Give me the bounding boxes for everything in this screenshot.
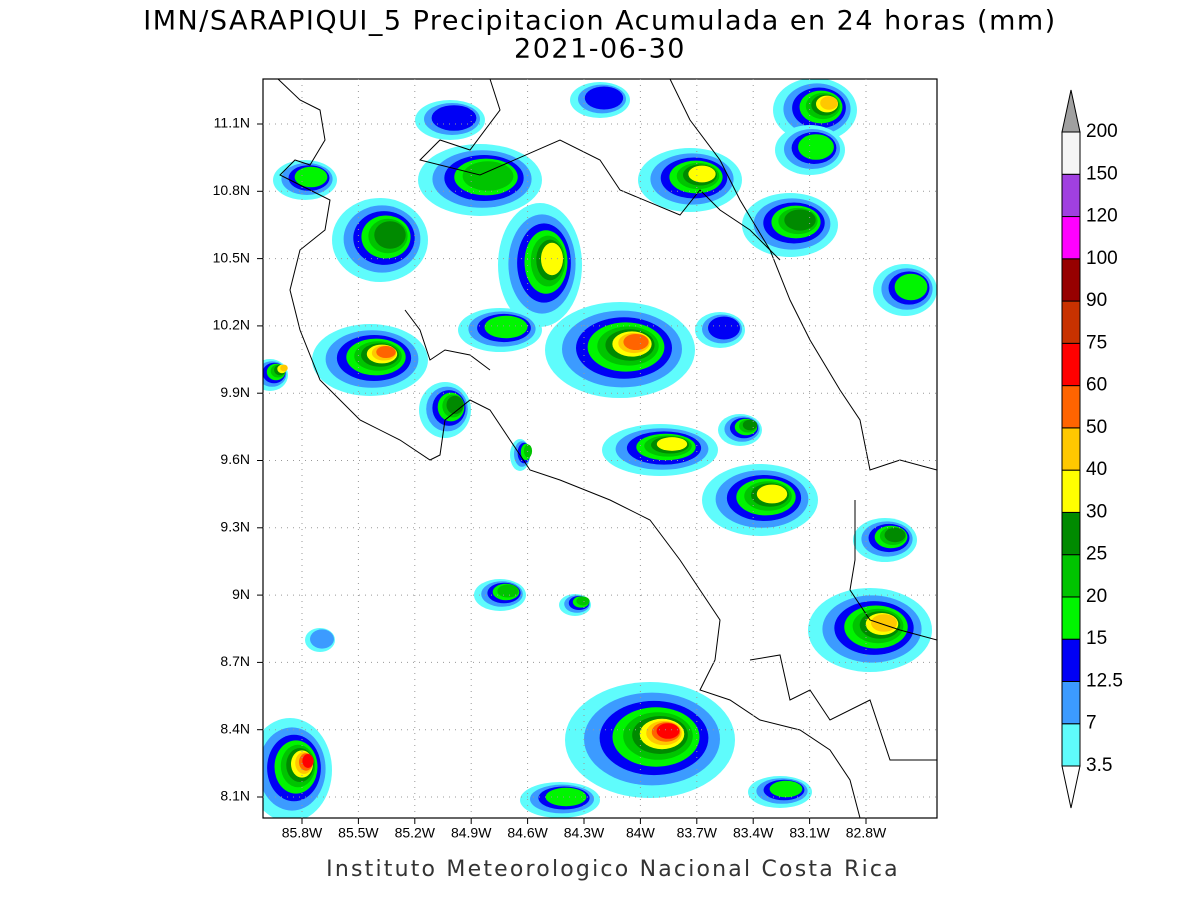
precip-cell	[798, 134, 834, 160]
colorbar-box	[1061, 638, 1081, 682]
lon-label: 84.3W	[564, 825, 605, 841]
precipitation-field	[263, 79, 937, 818]
lat-label: 8.4N	[220, 720, 250, 736]
colorbar-box	[1061, 131, 1081, 175]
lat-label: 10.8N	[213, 182, 250, 198]
map-title: IMN/SARAPIQUI_5 Precipitacion Acumulada …	[143, 6, 1056, 37]
precip-cell	[484, 315, 528, 339]
colorbar-label: 12.5	[1086, 670, 1123, 691]
colorbar-over	[1061, 89, 1081, 133]
map-subtitle: 2021-06-30	[514, 34, 686, 65]
coastlines	[277, 79, 937, 818]
precip-cell	[431, 105, 477, 131]
precip-cell	[742, 419, 758, 431]
colorbar-box	[1061, 385, 1081, 429]
colorbar-label: 20	[1086, 586, 1107, 607]
lat-label: 9.9N	[220, 384, 250, 400]
colorbar-box	[1061, 216, 1081, 260]
colorbar-label: 25	[1086, 544, 1107, 565]
lat-label: 11.1N	[214, 115, 250, 131]
colorbar-box	[1061, 554, 1081, 598]
precip-cell	[446, 395, 464, 415]
footer-credit: Instituto Meteorologico Nacional Costa R…	[326, 857, 900, 882]
precip-cell	[310, 629, 334, 649]
precip-cell	[756, 484, 788, 504]
colorbar-label: 15	[1086, 628, 1107, 649]
precip-cell	[545, 787, 587, 807]
colorbar-box	[1061, 511, 1081, 556]
precip-cell	[870, 614, 898, 632]
precip-cell	[894, 273, 928, 301]
precip-cell	[884, 527, 906, 543]
lon-label: 84.6W	[507, 825, 548, 841]
colorbar-box	[1061, 723, 1081, 767]
lon-label: 82.8W	[846, 825, 887, 841]
lat-label: 8.1N	[220, 788, 250, 804]
precip-cell	[656, 437, 688, 451]
lat-label: 9N	[232, 586, 250, 602]
coastline	[669, 79, 937, 471]
precip-cell	[784, 209, 816, 231]
lon-label: 84.9W	[451, 825, 492, 841]
precip-cell	[497, 584, 519, 598]
border	[419, 79, 781, 261]
precip-cell	[576, 596, 590, 606]
coastline	[404, 309, 491, 371]
lat-label: 8.7N	[220, 653, 250, 669]
colorbar-label: 200	[1086, 121, 1118, 142]
border	[849, 500, 937, 641]
colorbar-label: 60	[1086, 375, 1107, 396]
colorbar-label: 40	[1086, 459, 1107, 480]
lon-label: 84W	[626, 825, 656, 841]
lat-label: 9.6N	[220, 451, 250, 467]
colorbar-label: 7	[1086, 713, 1097, 734]
colorbar-label: 75	[1086, 332, 1107, 353]
colorbar-box	[1061, 342, 1081, 387]
colorbar-label: 120	[1086, 206, 1118, 227]
precip-cell	[280, 364, 288, 372]
colorbar-box	[1061, 258, 1081, 302]
colorbar-box	[1061, 300, 1081, 344]
lon-label: 85.5W	[338, 825, 379, 841]
precip-cell	[374, 221, 406, 249]
lon-label: 83.7W	[677, 825, 718, 841]
precip-cell	[376, 345, 396, 359]
lon-label: 85.2W	[395, 825, 436, 841]
coastline	[749, 654, 937, 761]
lat-label: 9.3N	[220, 519, 250, 535]
map-axes: 11.1N 10.8N 10.5N 10.2N 9.9N 9.6N 9.3N 9N 8.7N 8.…	[213, 79, 937, 841]
lat-label: 10.5N	[213, 249, 250, 265]
colorbar-box	[1061, 680, 1081, 725]
lon-label: 83.4W	[733, 825, 774, 841]
precip-cell	[584, 86, 624, 110]
precip-cell	[294, 166, 328, 188]
map-frame	[262, 78, 938, 819]
colorbar-box	[1061, 596, 1081, 640]
colorbar-under	[1061, 765, 1081, 809]
colorbar-box	[1061, 469, 1081, 513]
colorbar-box	[1061, 173, 1081, 218]
precip-cell	[302, 754, 314, 768]
lat-label: 10.2N	[213, 317, 250, 333]
colorbar-label: 3.5	[1086, 755, 1112, 776]
precip-cell	[688, 165, 716, 183]
coastline	[277, 79, 861, 818]
colorbar-label: 150	[1086, 163, 1118, 184]
colorbar-label: 100	[1086, 248, 1118, 269]
precip-cell	[769, 780, 803, 798]
precip-cell	[623, 333, 649, 351]
precip-cell	[462, 161, 514, 191]
lon-label: 83.1W	[789, 825, 830, 841]
colorbar-box	[1061, 427, 1081, 471]
lon-label: 85.8W	[282, 825, 323, 841]
colorbar-label: 50	[1086, 417, 1107, 438]
precip-cell	[656, 723, 680, 739]
colorbar-label: 30	[1086, 501, 1107, 522]
precip-cell	[708, 316, 740, 340]
precip-cell	[820, 96, 838, 110]
colorbar: 3.5 7 12.5 15 20 25 30 40 50 60 75 90 100 120 150 200	[1061, 89, 1123, 809]
colorbar-label: 90	[1086, 290, 1107, 311]
